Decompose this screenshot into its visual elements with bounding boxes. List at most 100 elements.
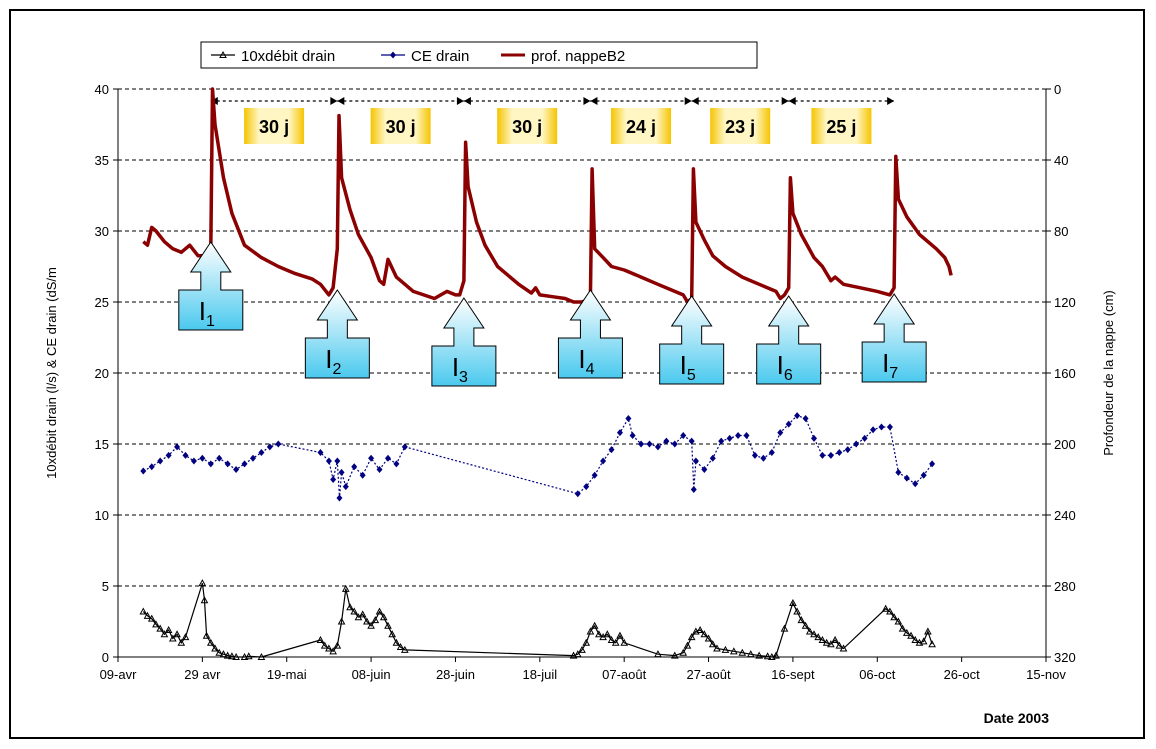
series-point [202,631,211,639]
interval-marker: 24 j [590,97,692,144]
series-point [393,460,400,468]
series-point [359,471,366,479]
y-right-tick-label: 320 [1054,650,1076,665]
y-left-tick-label: 20 [95,366,109,381]
series-point [351,463,358,471]
series-point [223,651,232,659]
y-right-tick-label: 240 [1054,508,1076,523]
legend-label: CE drain [411,48,469,65]
series-point [755,651,764,659]
series-point [603,630,612,638]
series-point [898,624,907,632]
series-point [266,443,273,451]
y-right-tick-label: 40 [1054,153,1068,168]
series-point [730,647,738,655]
x-tick-label: 27-août [686,667,730,682]
series-ce-drain [140,412,936,502]
series-point [207,460,214,468]
y-right-tick-label: 80 [1054,224,1068,239]
series-point [738,648,747,656]
series-point [341,584,350,592]
series-point [164,625,173,634]
series-point [616,429,623,437]
series-point [147,614,156,622]
series-point [228,652,236,660]
series-point [793,607,801,615]
series-point [805,627,814,635]
irrigation-callout: I2 [304,289,370,379]
interval-label: 30 j [386,117,416,137]
series-point [700,630,709,638]
interval-layer: 30 j 30 j 30 j 24 j 23 j 25 j [210,97,895,144]
interval-label-box [244,108,305,144]
irrigation-arrow-box [431,297,497,387]
interval-label-box [370,108,431,144]
series-point [654,443,661,451]
series-point [680,431,687,439]
series-point [818,635,827,643]
series-point [320,641,329,649]
series-point [890,613,898,621]
series-point [687,633,696,641]
series-point [157,457,164,465]
series-point [760,454,767,462]
series-point [396,643,405,651]
series-point [751,451,758,459]
series-point [763,652,772,660]
irrigation-label-subscript: 5 [687,367,696,384]
series-point [692,457,699,465]
series-point [870,426,877,434]
irrigation-label-letter: I [680,350,687,380]
interval-arrow-right [781,97,789,105]
series-point [646,440,653,448]
series-point [802,414,809,422]
series-point [152,620,160,628]
series-point [903,474,910,482]
series-point [325,457,332,465]
irrigation-callout: I4 [557,289,623,379]
interval-label: 25 j [826,117,856,137]
series-point [336,494,343,502]
series-point [337,617,346,625]
series-point [608,446,615,454]
series-point [620,638,629,646]
series-point [611,638,620,646]
y-left-tick-label: 40 [95,82,109,97]
series-point [350,607,359,615]
series-point [814,633,823,641]
irrigation-label-subscript: 1 [206,313,215,330]
series-point [275,440,282,448]
series-point [358,610,367,618]
series-point [671,440,678,448]
irrigation-callout: I5 [659,295,725,385]
series-point [384,454,391,462]
series-point [827,640,835,648]
series-point [363,617,371,625]
series-point [148,463,155,471]
series-line [142,87,953,304]
series-point [881,604,890,612]
series-prof-nappeb2 [142,87,953,304]
series-point [401,443,408,451]
series-point [384,621,392,629]
series-point [679,648,688,656]
series-line [143,414,933,499]
series-point [338,468,345,476]
x-tick-label: 16-sept [771,667,815,682]
interval-marker: 25 j [788,97,895,144]
series-point [325,644,333,652]
y-left-tick-label: 15 [95,437,109,452]
series-point [591,471,598,479]
series-point [574,490,581,498]
series-point [912,480,919,488]
irrigation-callout: I6 [756,295,822,385]
series-point [713,644,721,652]
series-point [772,651,780,659]
interval-arrow-left [463,97,471,105]
legend-label: 10xdébit drain [241,48,335,65]
legend-entry: prof. nappeB2 [501,48,625,65]
series-point [789,598,797,607]
x-tick-label: 19-mai [267,667,307,682]
